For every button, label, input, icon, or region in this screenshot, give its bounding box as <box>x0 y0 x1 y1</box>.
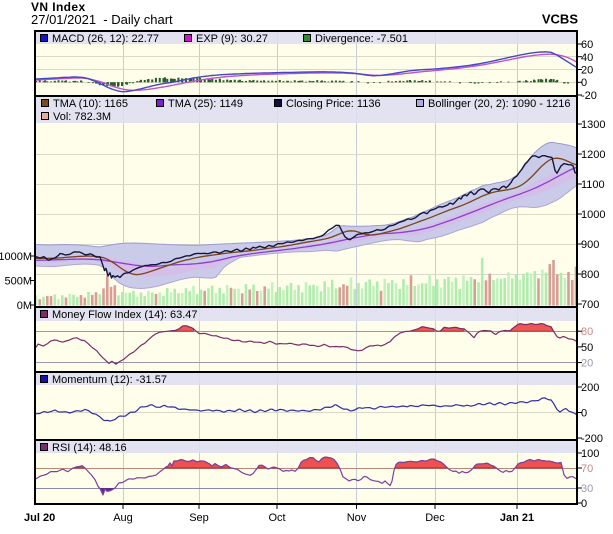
svg-text:Dec: Dec <box>425 512 445 524</box>
svg-text:Momentum (12): -31.57: Momentum (12): -31.57 <box>52 374 167 386</box>
svg-text:Bollinger (20, 2): 1090 - 1216: Bollinger (20, 2): 1090 - 1216 <box>428 98 570 110</box>
svg-text:200: 200 <box>581 382 599 394</box>
svg-text:Jan 21: Jan 21 <box>500 512 534 524</box>
svg-text:500M: 500M <box>4 276 32 288</box>
svg-text:EXP (9): 30.27: EXP (9): 30.27 <box>196 33 268 45</box>
svg-text:Jul 20: Jul 20 <box>24 512 55 524</box>
svg-text:MACD (26, 12): 22.77: MACD (26, 12): 22.77 <box>52 33 159 45</box>
svg-text:40: 40 <box>581 52 593 64</box>
svg-text:1000M: 1000M <box>0 251 32 263</box>
svg-text:20: 20 <box>581 65 593 77</box>
svg-text:0M: 0M <box>17 300 32 312</box>
svg-text:-20: -20 <box>581 90 597 102</box>
svg-text:700: 700 <box>581 299 599 311</box>
svg-text:1300: 1300 <box>581 119 605 131</box>
svg-text:80: 80 <box>581 326 593 338</box>
svg-text:0: 0 <box>581 498 587 510</box>
svg-text:Aug: Aug <box>113 512 133 524</box>
svg-text:27/01/2021 - Daily chart: 27/01/2021 - Daily chart <box>31 12 173 27</box>
svg-text:900: 900 <box>581 239 599 251</box>
svg-text:Vol: 782.3M: Vol: 782.3M <box>53 111 111 123</box>
svg-text:Money Flow Index (14): 63.47: Money Flow Index (14): 63.47 <box>52 309 198 321</box>
svg-text:VN Index: VN Index <box>31 0 86 14</box>
svg-text:50: 50 <box>581 342 593 354</box>
svg-text:0: 0 <box>581 77 587 89</box>
svg-text:100: 100 <box>581 448 599 460</box>
svg-text:Sep: Sep <box>189 512 209 524</box>
svg-text:0: 0 <box>581 408 587 420</box>
svg-text:1200: 1200 <box>581 149 605 161</box>
svg-text:30: 30 <box>581 483 593 495</box>
svg-text:TMA (10): 1165: TMA (10): 1165 <box>53 98 128 110</box>
svg-text:VCBS: VCBS <box>542 12 578 27</box>
svg-text:800: 800 <box>581 269 599 281</box>
svg-text:Divergence: -7.501: Divergence: -7.501 <box>315 33 408 45</box>
svg-text:20: 20 <box>581 358 593 370</box>
svg-text:70: 70 <box>581 463 593 475</box>
svg-text:RSI (14): 48.16: RSI (14): 48.16 <box>52 442 127 454</box>
svg-text:1100: 1100 <box>581 179 605 191</box>
svg-text:TMA (25): 1149: TMA (25): 1149 <box>168 98 243 110</box>
svg-text:1000: 1000 <box>581 209 605 221</box>
svg-text:Closing Price: 1136: Closing Price: 1136 <box>286 98 381 110</box>
svg-text:60: 60 <box>581 39 593 51</box>
svg-text:Oct: Oct <box>268 512 285 524</box>
svg-text:Nov: Nov <box>347 512 367 524</box>
svg-text:-200: -200 <box>581 433 603 445</box>
